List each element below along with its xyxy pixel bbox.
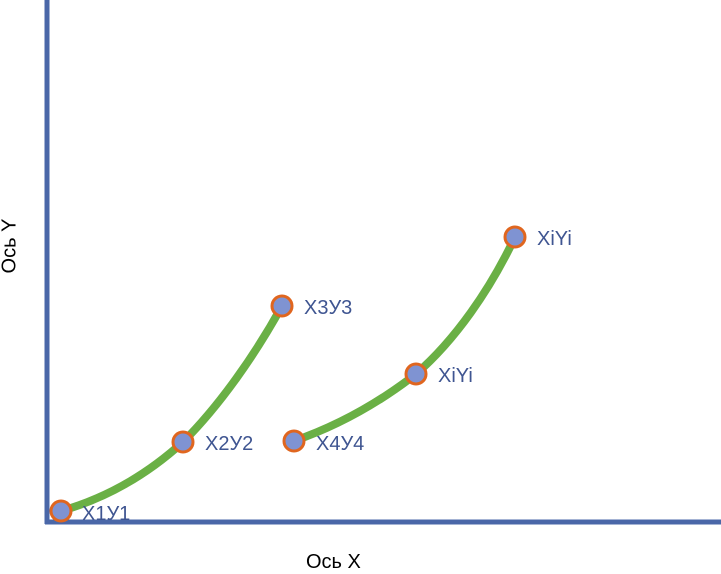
point-marker-p3[interactable]: [270, 294, 294, 318]
point-label-p6: XiYi: [537, 228, 572, 250]
point-marker-p5[interactable]: [404, 362, 428, 386]
point-label-p1: X1У1: [82, 503, 130, 525]
y-axis-title: Ось Y: [0, 218, 21, 274]
point-marker-p6[interactable]: [503, 225, 527, 249]
point-label-p3: X3У3: [304, 297, 352, 319]
point-marker-p4[interactable]: [282, 429, 306, 453]
point-marker-p2[interactable]: [171, 430, 195, 454]
point-marker-p1[interactable]: [49, 499, 73, 523]
curve-2: [290, 233, 519, 445]
point-label-p2: X2У2: [205, 433, 253, 455]
x-axis-title: Ось X: [306, 551, 361, 573]
point-label-p4: X4У4: [316, 433, 364, 455]
curve-1: [57, 302, 286, 515]
point-label-p5: XiYi: [438, 365, 473, 387]
